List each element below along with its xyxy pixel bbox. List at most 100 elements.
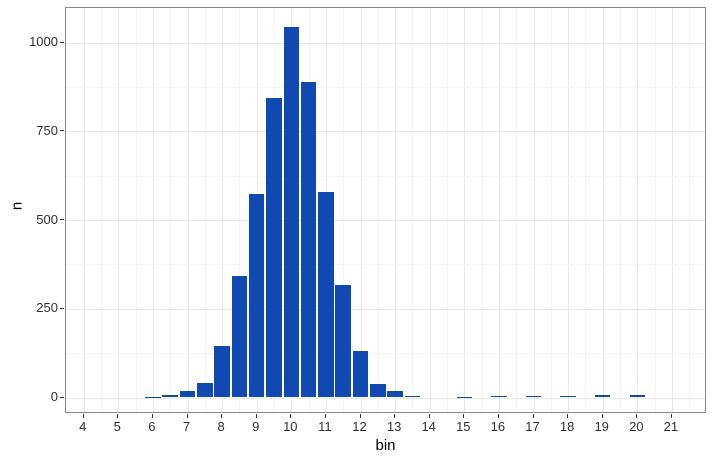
histogram-bar	[300, 82, 317, 398]
histogram-bar	[283, 27, 300, 398]
x-major-gridline	[187, 8, 189, 412]
x-tick-mark	[463, 414, 465, 418]
x-tick-label: 16	[490, 419, 506, 434]
y-tick-mark	[60, 41, 64, 43]
x-major-gridline	[498, 8, 500, 412]
x-tick-label: 6	[148, 419, 156, 434]
y-tick-label: 250	[36, 300, 58, 316]
x-major-gridline	[429, 8, 431, 412]
x-tick-mark	[636, 414, 638, 418]
x-major-gridline	[464, 8, 466, 412]
histogram-bar	[594, 394, 611, 398]
histogram-bar	[404, 396, 421, 398]
histogram-bar	[197, 383, 213, 398]
x-tick-label: 4	[79, 419, 87, 434]
y-tick-label: 750	[36, 122, 58, 138]
x-tick-label: 20	[629, 419, 644, 434]
y-tick-label: 1000	[29, 34, 58, 50]
x-tick-mark	[117, 414, 119, 418]
y-tick-label: 0	[50, 389, 58, 404]
x-tick-mark	[255, 414, 257, 418]
x-minor-gridline	[516, 8, 518, 412]
x-minor-gridline	[654, 8, 656, 412]
y-major-gridline	[66, 131, 705, 133]
histogram-bar	[335, 285, 351, 398]
histogram-bar	[179, 391, 196, 398]
histogram-bar	[214, 346, 230, 398]
x-tick-label: 12	[352, 419, 367, 434]
x-major-gridline	[360, 8, 362, 412]
x-major-gridline	[602, 8, 604, 412]
histogram-bar	[491, 395, 507, 398]
x-tick-label: 7	[182, 419, 191, 434]
x-minor-gridline	[239, 8, 241, 412]
y-tick-mark	[60, 396, 64, 398]
x-minor-gridline	[447, 8, 448, 412]
x-major-gridline	[568, 8, 570, 412]
histogram-bar	[231, 276, 248, 398]
x-tick-mark	[497, 414, 499, 418]
y-tick-mark	[60, 219, 64, 221]
histogram-bar	[370, 384, 386, 398]
x-major-gridline	[83, 8, 85, 412]
x-tick-label: 21	[663, 419, 679, 434]
histogram-bar	[387, 391, 403, 398]
x-minor-gridline	[135, 8, 137, 412]
x-minor-gridline	[343, 8, 345, 412]
x-tick-label: 18	[559, 419, 575, 434]
y-minor-gridline	[66, 353, 705, 355]
y-major-gridline	[66, 220, 705, 222]
x-tick-mark	[567, 414, 569, 418]
x-minor-gridline	[170, 8, 172, 412]
x-major-gridline	[222, 8, 224, 412]
x-tick-mark	[151, 414, 153, 418]
x-minor-gridline	[412, 8, 414, 412]
x-tick-mark	[290, 414, 292, 418]
x-minor-gridline	[689, 8, 691, 412]
x-tick-mark	[670, 414, 672, 418]
x-tick-label: 13	[386, 419, 402, 434]
y-minor-gridline	[66, 87, 705, 89]
x-minor-gridline	[204, 8, 206, 412]
x-tick-label: 11	[318, 419, 332, 434]
x-minor-gridline	[585, 8, 587, 412]
x-major-gridline	[395, 8, 397, 412]
histogram-bar	[525, 395, 542, 398]
y-major-gridline	[66, 42, 705, 44]
x-major-gridline	[637, 8, 639, 412]
x-tick-label: 5	[113, 419, 121, 434]
x-tick-label: 9	[252, 419, 260, 434]
histogram-bar	[629, 394, 646, 398]
x-tick-label: 15	[456, 419, 471, 434]
y-minor-gridline	[66, 175, 705, 177]
x-axis-title: bin	[375, 437, 396, 454]
x-major-gridline	[118, 8, 120, 412]
x-minor-gridline	[481, 8, 483, 412]
y-major-gridline	[66, 308, 705, 310]
y-minor-gridline	[66, 264, 705, 266]
histogram-bar	[266, 97, 282, 398]
histogram-bar	[352, 351, 369, 398]
y-tick-label: 500	[36, 211, 58, 227]
x-minor-gridline	[377, 8, 379, 412]
histogram-bar	[318, 192, 334, 398]
x-tick-mark	[601, 414, 603, 418]
x-minor-gridline	[620, 8, 621, 412]
histogram-bar	[248, 193, 265, 398]
x-tick-label: 17	[525, 419, 540, 434]
y-axis-title: n	[8, 201, 26, 211]
x-tick-mark	[359, 414, 361, 418]
histogram-bar	[456, 396, 473, 398]
x-tick-label: 10	[283, 419, 298, 434]
histogram-bar	[162, 395, 178, 398]
x-major-gridline	[671, 8, 673, 412]
x-major-gridline	[152, 8, 154, 412]
x-tick-mark	[394, 414, 396, 418]
x-minor-gridline	[101, 8, 102, 412]
y-major-gridline	[66, 397, 705, 399]
x-tick-mark	[324, 414, 326, 418]
x-tick-label: 19	[594, 419, 609, 434]
x-tick-mark	[221, 414, 223, 418]
x-tick-label: 14	[421, 419, 436, 434]
